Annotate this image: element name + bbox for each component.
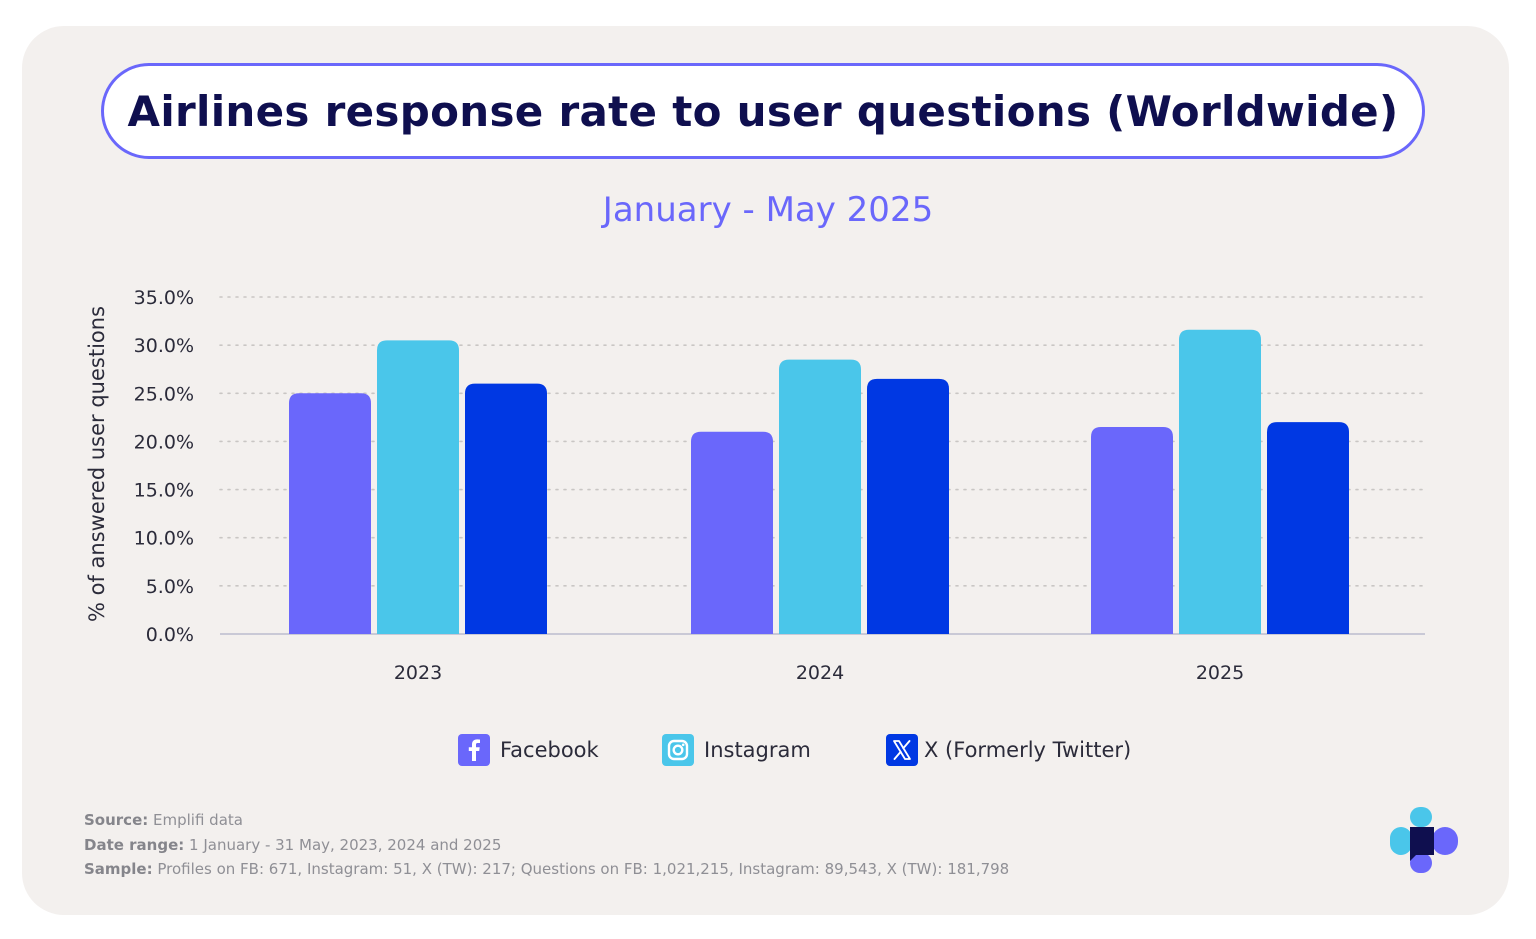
chart-title: Airlines response rate to user questions… [127, 86, 1399, 136]
bar-facebook-2024 [691, 431, 773, 634]
x-twitter-icon [886, 734, 918, 766]
y-tick-label: 25.0% [134, 383, 194, 405]
y-tick-label: 15.0% [134, 480, 194, 502]
y-tick-label: 10.0% [134, 528, 194, 550]
legend-label: Instagram [704, 738, 811, 762]
instagram-icon [662, 734, 694, 766]
bar-facebook-2025 [1091, 426, 1173, 634]
x-tick-label: 2025 [1196, 662, 1244, 684]
chart-subtitle: January - May 2025 [602, 190, 934, 230]
y-tick-label: 35.0% [134, 287, 194, 309]
facebook-icon [458, 734, 490, 766]
bar-facebook-2023 [289, 393, 371, 634]
y-tick-label: 30.0% [134, 335, 194, 357]
bar-instagram-2023 [377, 340, 459, 634]
y-tick-label: 20.0% [134, 431, 194, 453]
title-banner: Airlines response rate to user questions… [101, 63, 1425, 159]
legend-item-x-twitter: X (Formerly Twitter) [886, 733, 1131, 767]
date-range-note: Date range: 1 January - 31 May, 2023, 20… [84, 835, 502, 854]
bar-instagram-2024 [779, 359, 861, 634]
bar-x-2023 [465, 383, 547, 634]
bar-x-2024 [867, 378, 949, 634]
y-tick-label: 5.0% [146, 576, 194, 598]
x-tick-label: 2024 [796, 662, 844, 684]
legend-label: X (Formerly Twitter) [924, 738, 1132, 762]
chart-notes: Source: Emplifi data Date range: 1 Janua… [84, 808, 1009, 882]
y-tick-label: 0.0% [146, 624, 194, 646]
brand-logo-icon [1390, 807, 1458, 873]
legend-label: Facebook [500, 738, 599, 762]
bar-x-2025 [1267, 422, 1349, 634]
x-tick-label: 2023 [394, 662, 442, 684]
y-axis-label: % of answered user questions [85, 306, 109, 622]
legend-item-facebook: Facebook [458, 733, 599, 767]
sample-note: Sample: Profiles on FB: 671, Instagram: … [84, 860, 1010, 878]
source-note: Source: Emplifi data [84, 811, 243, 829]
legend-item-instagram: Instagram [662, 733, 811, 767]
bar-instagram-2025 [1179, 329, 1261, 634]
